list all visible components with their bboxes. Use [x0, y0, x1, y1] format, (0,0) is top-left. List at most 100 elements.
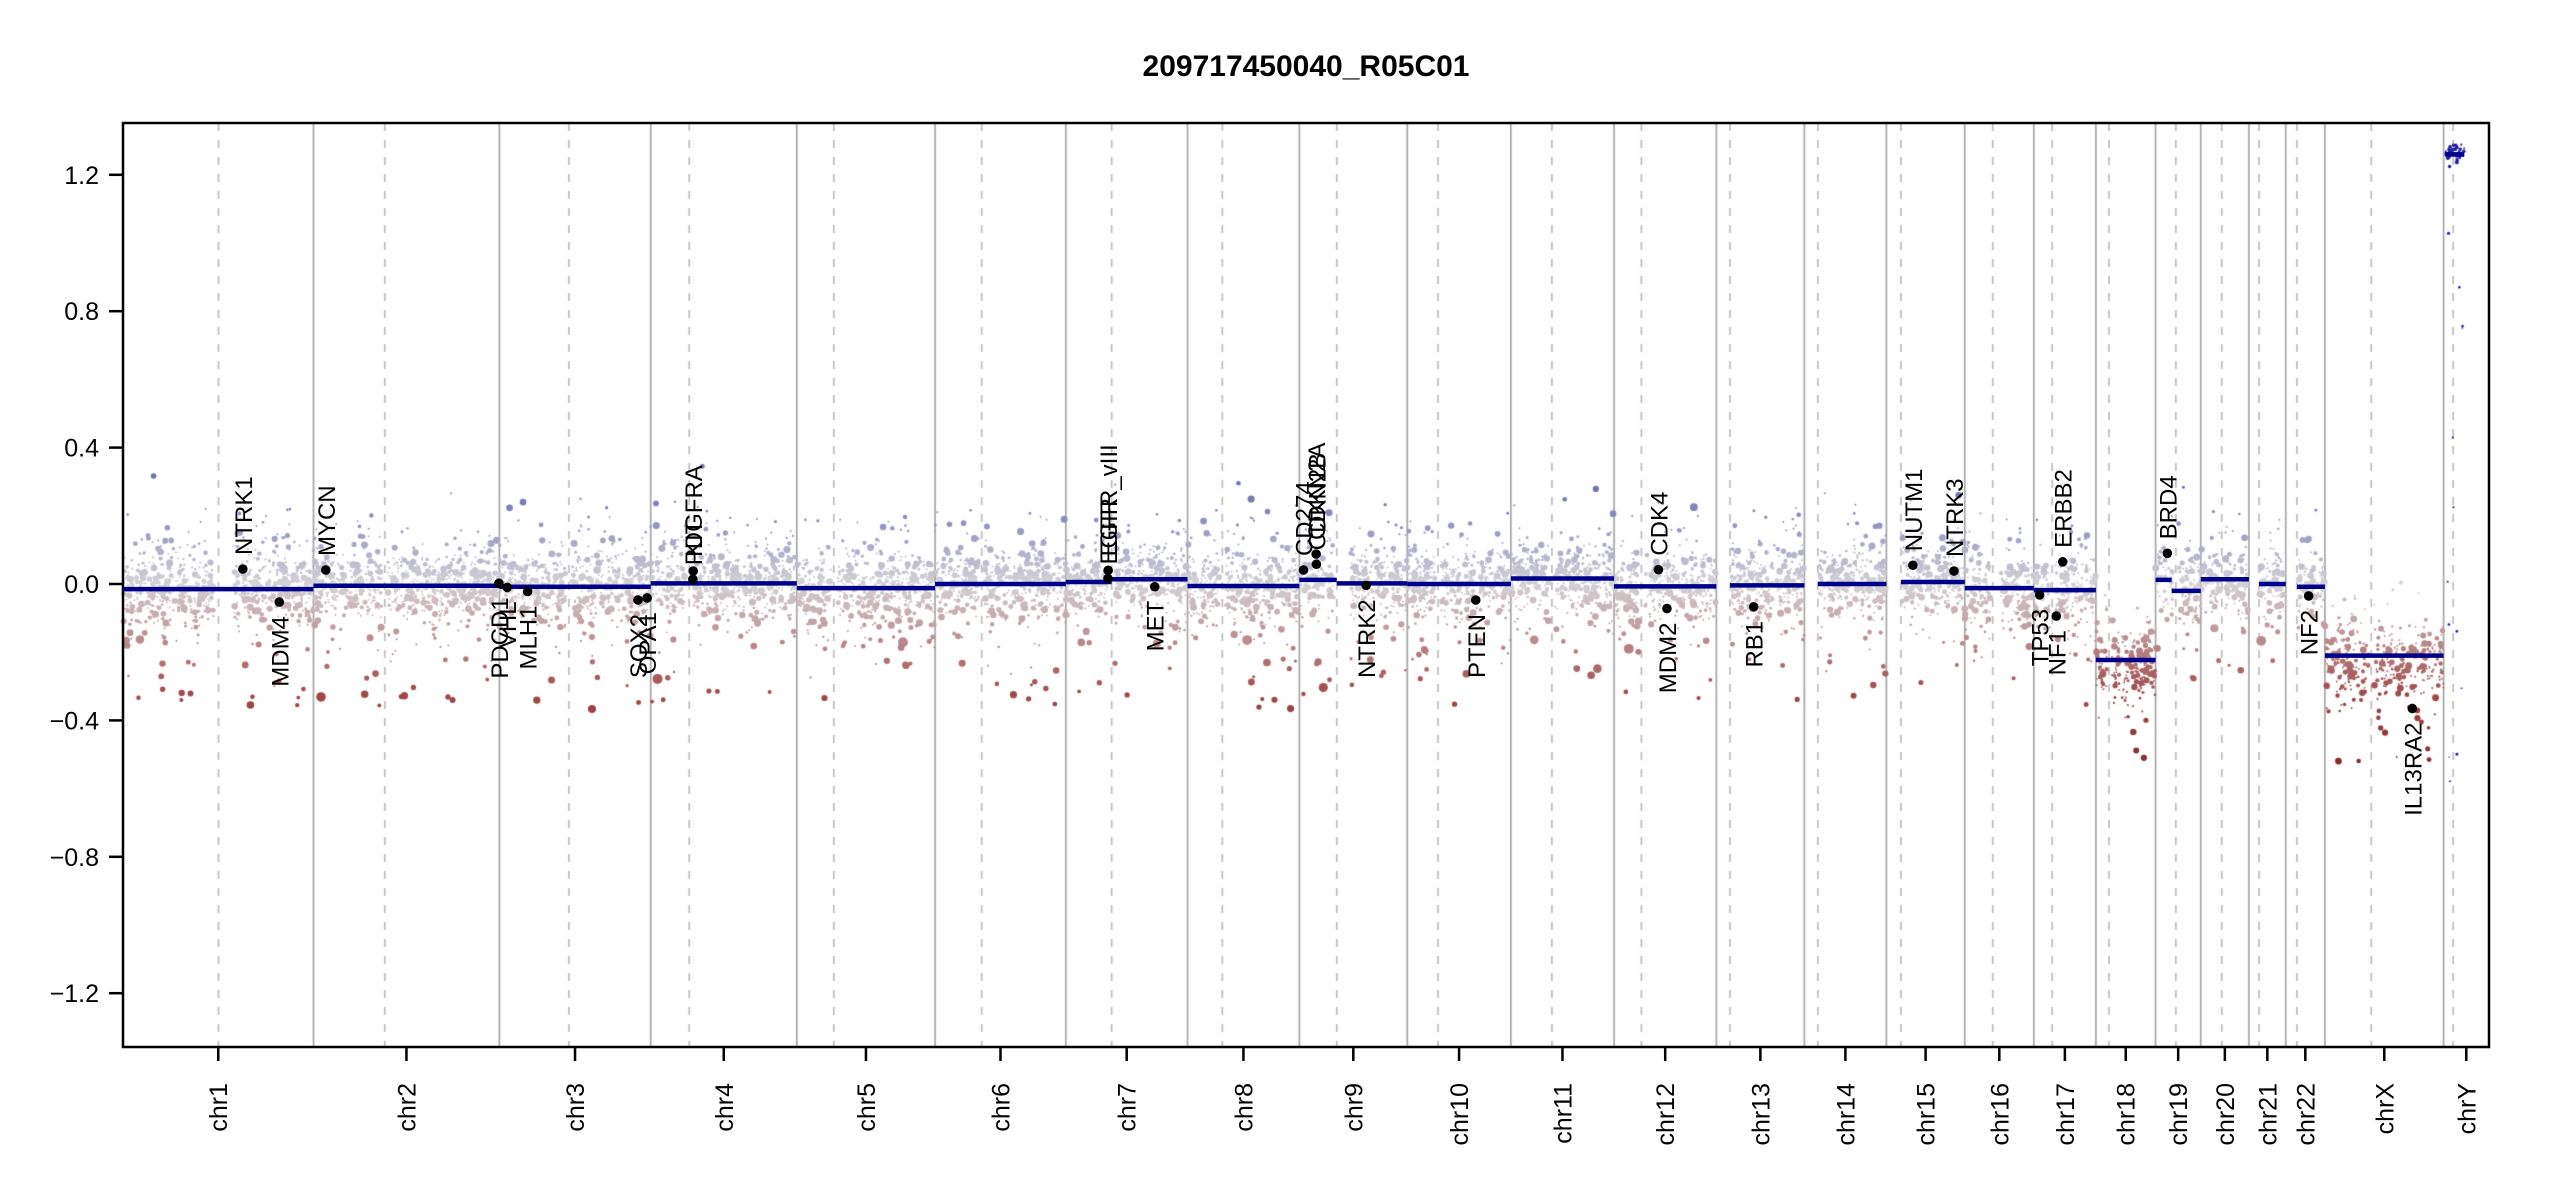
x-tick-label-chr14: chr14	[1832, 1083, 1860, 1146]
x-tick-label-chr5: chr5	[853, 1083, 881, 1132]
gene-label-VHL: VHL	[495, 601, 522, 648]
x-tick-label-chr9: chr9	[1340, 1083, 1368, 1132]
gene-marker-PDCD1: PDCD1	[487, 578, 514, 679]
gene-marker-MLH1: MLH1	[516, 586, 543, 670]
gene-dot-NTRK3	[1949, 566, 1959, 576]
x-tick-label-chr7: chr7	[1114, 1083, 1142, 1132]
gene-dot-MDM4	[274, 597, 285, 607]
gene-label-NTRK1: NTRK1	[231, 476, 258, 555]
gene-label-MYCN: MYCN	[314, 485, 341, 556]
gene-label-BRD4: BRD4	[2155, 475, 2182, 539]
y-tick-label: 1.2	[64, 162, 99, 190]
gene-label-PTEN: PTEN	[1464, 614, 1491, 678]
gene-label-NF1: NF1	[2044, 630, 2071, 675]
gene-dot-EGFR	[1103, 573, 1113, 584]
gene-marker-EGFR: EGFR	[1096, 498, 1123, 584]
gene-marker-NTRK2: NTRK2	[1354, 580, 1381, 678]
gene-label-ERBB2: ERBB2	[2051, 469, 2078, 548]
x-tick-label-chr4: chr4	[711, 1083, 739, 1132]
gene-label-KIT: KIT	[681, 519, 708, 557]
gene-dot-PDGFRA	[688, 574, 698, 585]
gene-marker-PDGFRA: PDGFRA	[681, 465, 708, 585]
gene-marker-KIT: KIT	[681, 519, 708, 576]
gene-marker-CDKN2B: CDKN2B	[1304, 453, 1331, 570]
gene-marker-CDK4: CDK4	[1646, 492, 1673, 575]
gene-dot-EGFR_vIII	[1103, 565, 1113, 576]
gene-dot-MET	[1149, 581, 1160, 592]
gene-marker-ERBB2: ERBB2	[2051, 469, 2078, 567]
x-tick-label-chr1: chr1	[205, 1083, 233, 1132]
gene-label-EGFR_vIII: EGFR_vIII	[1096, 444, 1123, 556]
y-tick-label: −1.2	[50, 980, 99, 1008]
x-tick-label-chr8: chr8	[1230, 1083, 1258, 1132]
x-tick-label-chr12: chr12	[1652, 1083, 1680, 1146]
gene-marker-NUTM1: NUTM1	[1901, 469, 1928, 571]
x-tick-label-chr20: chr20	[2212, 1083, 2240, 1146]
gene-dot-VHL	[502, 582, 512, 593]
gene-dot-CDKN2B	[1311, 559, 1322, 570]
x-tick-label-chr17: chr17	[2052, 1083, 2080, 1146]
gene-marker-VHL: VHL	[495, 582, 522, 648]
gene-marker-MET: MET	[1143, 581, 1170, 651]
gene-label-IL13RA2: IL13RA2	[2400, 722, 2427, 815]
gene-marker-NTRK1: NTRK1	[231, 476, 258, 574]
gene-dot-TP53	[2034, 590, 2045, 600]
y-tick-label: 0.4	[64, 435, 99, 463]
gene-label-SOX2: SOX2	[626, 614, 653, 678]
gene-label-NTRK3: NTRK3	[1942, 478, 1969, 557]
x-tick-label-chr21: chr21	[2254, 1083, 2282, 1146]
gene-label-MET: MET	[1143, 600, 1170, 651]
x-tick-label-chr18: chr18	[2113, 1083, 2141, 1146]
plot-title: 209717450040_R05C01	[1143, 50, 1470, 83]
gene-label-NF2: NF2	[2297, 610, 2324, 655]
gene-label-RB1: RB1	[1742, 621, 1769, 668]
gene-dot-MLH1	[522, 586, 533, 597]
x-tick-label-chr22: chr22	[2292, 1083, 2320, 1146]
gene-dot-NTRK1	[238, 564, 248, 574]
x-tick-label-chrY: chrY	[2453, 1083, 2481, 1135]
gene-label-CDKN2B: CDKN2B	[1304, 453, 1331, 550]
gene-dot-KIT	[688, 566, 699, 576]
gene-marker-RB1: RB1	[1742, 602, 1769, 668]
gene-marker-CDKN2A: CDKN2A	[1304, 443, 1331, 559]
gene-dot-BRD4	[2162, 548, 2173, 559]
x-tick-label-chr2: chr2	[393, 1083, 421, 1132]
gene-dot-NF2	[2303, 591, 2314, 601]
x-tick-label-chr19: chr19	[2165, 1083, 2193, 1146]
gene-label-CDKN2A: CDKN2A	[1304, 443, 1331, 540]
x-tick-label-chr3: chr3	[562, 1083, 590, 1132]
y-axis: −1.2 −0.8 −0.4 0.0 0.4 0.8 1.2	[50, 162, 123, 1008]
gene-marker-CD274: CD274	[1292, 481, 1319, 575]
segment-lines	[123, 152, 2465, 663]
gene-marker-IL13RA2: IL13RA2	[2400, 703, 2427, 816]
x-tick-label-chrX: chrX	[2371, 1083, 2399, 1135]
gene-dot-PTEN	[1470, 595, 1481, 605]
x-tick-label-chr6: chr6	[987, 1083, 1015, 1132]
gene-label-MDM4: MDM4	[267, 616, 294, 687]
gene-dot-CDK4	[1653, 564, 1664, 575]
x-axis: chr1 chr2 chr3 chr4 chr5 chr6 chr7 chr8 chr9 chr1…	[205, 1047, 2481, 1146]
gene-dot-ERBB2	[2057, 557, 2068, 567]
gene-dot-MDM2	[1662, 603, 1672, 614]
gene-dot-SOX2	[633, 595, 643, 605]
gene-marker-OPA1: OPA1	[635, 593, 662, 674]
gene-label-PDGFRA: PDGFRA	[681, 465, 708, 565]
gene-marker-PTEN: PTEN	[1464, 595, 1491, 678]
gene-dot-PDCD1	[494, 578, 504, 589]
gene-dot-NUTM1	[1908, 560, 1918, 571]
gene-label-NTRK2: NTRK2	[1354, 599, 1381, 678]
y-tick-label: 0.0	[64, 571, 99, 599]
gene-marker-MYCN: MYCN	[314, 485, 341, 575]
gene-marker-BRD4: BRD4	[2155, 475, 2182, 559]
gene-label-TP53: TP53	[2028, 609, 2055, 666]
y-tick-label: −0.4	[50, 707, 99, 735]
gene-dot-CDKN2A	[1311, 549, 1321, 559]
gene-marker-TP53: TP53	[2028, 590, 2055, 666]
gene-dot-IL13RA2	[2407, 703, 2418, 714]
x-tick-label-chr15: chr15	[1913, 1083, 1941, 1146]
gene-label-CD274: CD274	[1292, 481, 1319, 556]
gene-marker-NF2: NF2	[2297, 591, 2324, 655]
